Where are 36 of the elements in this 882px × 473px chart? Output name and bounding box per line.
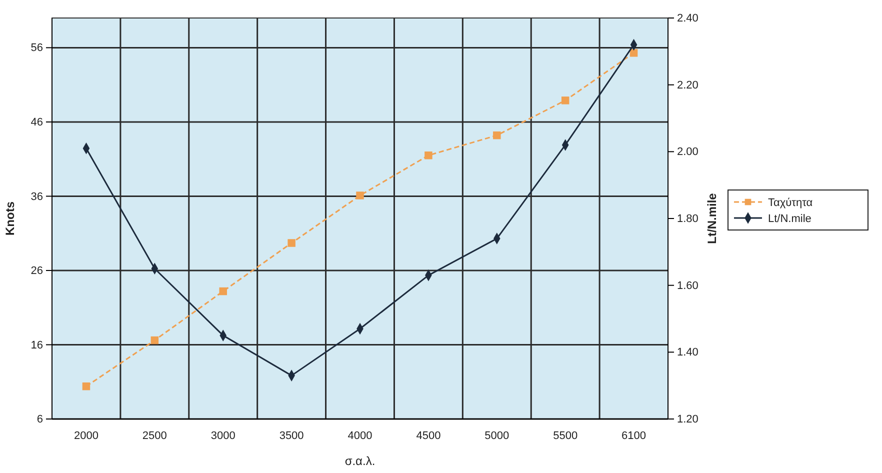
point [288,239,296,247]
y-tick-label: 26 [30,265,43,277]
y2-tick-label: 2.00 [677,146,698,158]
y-tick-label: 46 [30,116,43,128]
point [424,152,432,160]
x-tick-label: 3500 [279,430,304,442]
y2-tick-label: 1.20 [677,414,698,426]
x-tick-label: 4500 [416,430,441,442]
point [493,131,501,140]
y2-tick-label: 1.60 [677,280,698,292]
y-tick-label: 6 [36,414,43,426]
x-axis-title: σ.α.λ. [344,454,376,468]
point [356,192,364,200]
y-tick-label: 56 [30,42,43,54]
y2-tick-label: 1.80 [677,213,698,226]
y2-tick-label: 1.40 [677,346,698,359]
point [630,49,638,57]
point [219,287,227,296]
y-tick-label: 36 [30,190,43,203]
legend-label: Ταχύτητα [768,197,814,209]
x-tick-label: 6100 [622,430,646,442]
x-tick-label: 3000 [210,430,236,442]
x-tick-label: 5500 [553,430,578,442]
point [561,96,570,104]
y2-axis-title: Lt/N.mile [705,192,719,244]
y2-tick-label: 2.40 [677,12,698,25]
y2-tick-label: 2.20 [677,79,698,92]
x-tick-label: 2500 [142,430,167,442]
x-tick-label: 4000 [348,430,372,442]
y-axis-title: Knots [3,201,17,236]
point [82,382,90,390]
legend-label: Lt/N.mile [768,213,812,225]
y-tick-label: 16 [30,339,43,352]
point [150,336,159,344]
x-tick-label: 2000 [74,430,98,442]
x-tick-label: 5000 [484,430,510,442]
